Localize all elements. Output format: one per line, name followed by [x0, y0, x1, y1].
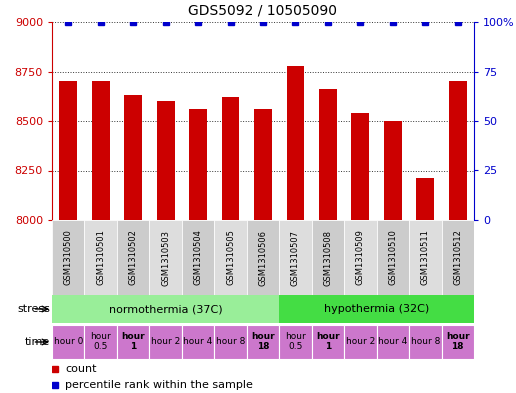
Bar: [247, 325, 279, 359]
Bar: [85, 325, 117, 359]
Bar: [416, 178, 434, 220]
Bar: [377, 325, 409, 359]
Text: GSM1310501: GSM1310501: [96, 230, 105, 285]
Text: hypothermia (32C): hypothermia (32C): [324, 304, 429, 314]
Text: GSM1310506: GSM1310506: [259, 230, 267, 285]
Text: GDS5092 / 10505090: GDS5092 / 10505090: [188, 4, 337, 18]
Text: GSM1310508: GSM1310508: [324, 230, 332, 285]
Bar: [182, 325, 214, 359]
Text: GSM1310505: GSM1310505: [226, 230, 235, 285]
Bar: [442, 325, 474, 359]
Bar: [85, 220, 117, 295]
Bar: [312, 220, 344, 295]
Bar: [214, 220, 247, 295]
Text: GSM1310510: GSM1310510: [389, 230, 397, 285]
Text: GSM1310504: GSM1310504: [194, 230, 203, 285]
Text: hour
0.5: hour 0.5: [90, 332, 111, 351]
Text: hour 8: hour 8: [411, 337, 440, 346]
Text: hour 2: hour 2: [151, 337, 180, 346]
Bar: [150, 325, 182, 359]
Text: GSM1310511: GSM1310511: [421, 230, 430, 285]
Text: GSM1310503: GSM1310503: [161, 230, 170, 285]
Bar: [124, 95, 142, 220]
Bar: [254, 109, 272, 220]
Bar: [52, 220, 85, 295]
Bar: [189, 109, 207, 220]
Text: hour 2: hour 2: [346, 337, 375, 346]
Text: GSM1310507: GSM1310507: [291, 230, 300, 285]
Bar: [157, 101, 174, 220]
Bar: [377, 220, 409, 295]
Text: time: time: [25, 337, 50, 347]
Text: count: count: [65, 364, 96, 375]
Bar: [52, 325, 85, 359]
Bar: [117, 325, 150, 359]
Text: normothermia (37C): normothermia (37C): [109, 304, 222, 314]
Bar: [182, 220, 214, 295]
Text: hour 8: hour 8: [216, 337, 245, 346]
Bar: [409, 325, 442, 359]
Bar: [286, 66, 304, 220]
Bar: [279, 295, 474, 323]
Bar: [319, 89, 337, 220]
Text: hour
1: hour 1: [316, 332, 340, 351]
Bar: [59, 81, 77, 220]
Bar: [214, 325, 247, 359]
Bar: [52, 295, 279, 323]
Bar: [449, 81, 466, 220]
Text: hour
0.5: hour 0.5: [285, 332, 306, 351]
Text: hour
18: hour 18: [446, 332, 470, 351]
Text: hour
1: hour 1: [121, 332, 145, 351]
Bar: [409, 220, 442, 295]
Text: GSM1310502: GSM1310502: [128, 230, 138, 285]
Text: hour
18: hour 18: [251, 332, 275, 351]
Bar: [221, 97, 239, 220]
Text: GSM1310509: GSM1310509: [356, 230, 365, 285]
Text: hour 4: hour 4: [184, 337, 213, 346]
Text: GSM1310500: GSM1310500: [64, 230, 73, 285]
Bar: [279, 220, 312, 295]
Text: hour 4: hour 4: [378, 337, 408, 346]
Bar: [442, 220, 474, 295]
Text: stress: stress: [17, 304, 50, 314]
Bar: [92, 81, 109, 220]
Text: GSM1310512: GSM1310512: [453, 230, 462, 285]
Bar: [279, 325, 312, 359]
Bar: [344, 220, 377, 295]
Text: percentile rank within the sample: percentile rank within the sample: [65, 380, 253, 390]
Bar: [351, 113, 369, 220]
Bar: [150, 220, 182, 295]
Text: hour 0: hour 0: [54, 337, 83, 346]
Bar: [247, 220, 279, 295]
Bar: [312, 325, 344, 359]
Bar: [117, 220, 150, 295]
Bar: [384, 121, 402, 220]
Bar: [344, 325, 377, 359]
